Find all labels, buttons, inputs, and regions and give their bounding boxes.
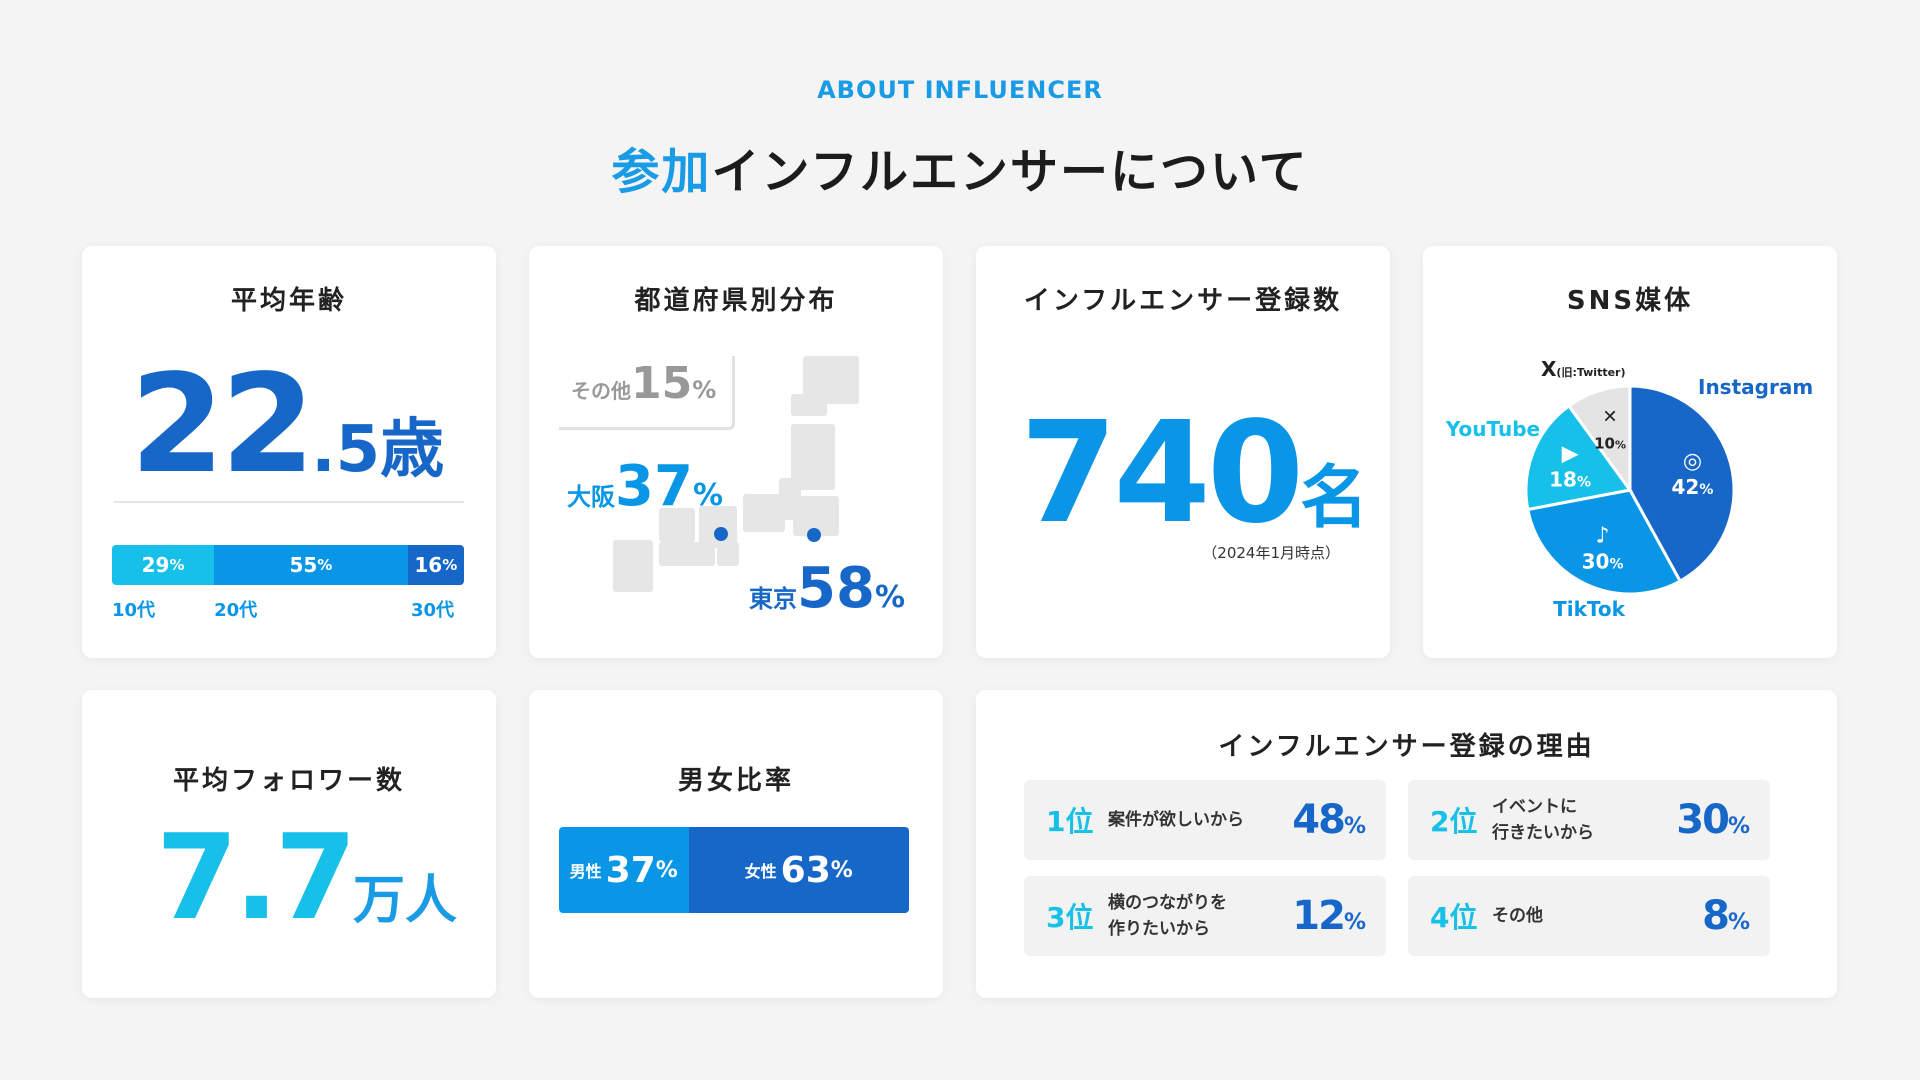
pie-value-label: 18% bbox=[1549, 467, 1591, 491]
reason-item: 4位 その他 8% bbox=[1408, 876, 1770, 956]
legend-label-tiktok: TikTok bbox=[1553, 597, 1626, 621]
age-segment: 29% bbox=[112, 545, 215, 585]
legend-label-x: X(旧:Twitter) bbox=[1541, 357, 1626, 381]
age-segment: 55% bbox=[214, 545, 408, 585]
age-group-label: 20代 bbox=[214, 600, 258, 621]
male-segment: 男性 37% bbox=[559, 827, 689, 913]
pie-slice-tiktok bbox=[1526, 488, 1683, 596]
legend-label-instagram: Instagram bbox=[1698, 375, 1813, 399]
reason-item: 1位 案件が欲しいから 48% bbox=[1024, 780, 1386, 860]
pie-value-label: 30% bbox=[1582, 549, 1624, 573]
registration-reasons-card: インフルエンサー登録の理由 1位 案件が欲しいから 48% 2位 イベントに 行… bbox=[976, 690, 1837, 998]
pie-slice-youtube bbox=[1524, 403, 1633, 512]
age-segment: 16% bbox=[407, 545, 464, 585]
title-accent: 参加 bbox=[611, 144, 712, 200]
eyebrow: ABOUT INFLUENCER bbox=[817, 76, 1103, 104]
reason-grid: 1位 案件が欲しいから 48% 2位 イベントに 行きたいから 30% 3位 横… bbox=[1024, 780, 1794, 958]
average-followers-card: 平均フォロワー数 7.7万人 bbox=[82, 690, 496, 998]
age-int: 22 bbox=[130, 346, 315, 504]
youtube-icon: ▶ bbox=[1562, 441, 1579, 466]
instagram-icon: ◎ bbox=[1683, 449, 1702, 474]
sns-pie-chart: ◎42% Instagram ♪30% TikTok ▶18% YouTube ✕ 10% X(… bbox=[1445, 357, 1813, 621]
osaka-dot bbox=[714, 527, 728, 541]
age-unit: 歳 bbox=[380, 413, 445, 487]
card-title: インフルエンサー登録数 bbox=[1023, 286, 1343, 316]
legend-label-youtube: YouTube bbox=[1445, 417, 1540, 441]
age-labels: 10代 20代 30代 bbox=[112, 596, 464, 622]
card-title: SNS媒体 bbox=[1566, 286, 1694, 316]
reason-item: 3位 横のつながりを 作りたいから 12% bbox=[1024, 876, 1386, 956]
page-title: 参加インフルエンサーについて bbox=[0, 132, 1920, 202]
title-rest: インフルエンサーについて bbox=[711, 144, 1309, 200]
age-dec: .5 bbox=[311, 413, 381, 487]
as-of-note: （2024年1月時点） bbox=[1202, 544, 1340, 562]
tokyo-dot bbox=[807, 528, 821, 542]
average-followers-value: 7.7万人 bbox=[156, 808, 458, 946]
age-group-label: 30代 bbox=[410, 600, 454, 621]
sns-card: SNS媒体 ◎ 42% Instagram ♪ 30% TikTok ▶ 18% YouTube… bbox=[1423, 246, 1837, 658]
age-distribution-bar: 29% 55% 16% bbox=[112, 545, 464, 585]
card-title: 平均フォロワー数 bbox=[172, 766, 405, 796]
card-title: 男女比率 bbox=[677, 766, 794, 796]
registration-count-value: 740名 bbox=[1020, 392, 1369, 555]
other-region-box bbox=[559, 356, 735, 430]
card-title: 平均年齢 bbox=[230, 286, 347, 316]
pie-slice-instagram bbox=[1628, 384, 1736, 584]
other-region-label: その他15% bbox=[571, 358, 717, 409]
pie-value-label: 10% bbox=[1594, 435, 1626, 453]
card-title: 都道府県別分布 bbox=[634, 286, 838, 316]
card-title: インフルエンサー登録の理由 bbox=[1218, 732, 1595, 762]
tokyo-stat: 東京58% bbox=[749, 556, 905, 621]
reason-item: 2位 イベントに 行きたいから 30% bbox=[1408, 780, 1770, 860]
gender-ratio-card: 男女比率 男性 37% 女性 63% bbox=[529, 690, 943, 998]
prefecture-card: 都道府県別分布 その他15% 大阪37% 東京58% bbox=[529, 246, 943, 658]
divider bbox=[114, 501, 464, 503]
x-icon: ✕ bbox=[1603, 407, 1618, 428]
age-group-label: 10代 bbox=[112, 600, 156, 621]
osaka-stat: 大阪37% bbox=[567, 454, 723, 519]
registration-count-card: インフルエンサー登録数 740名 （2024年1月時点） bbox=[976, 246, 1390, 658]
gender-ratio-bar: 男性 37% 女性 63% bbox=[559, 827, 909, 913]
female-segment: 女性 63% bbox=[688, 827, 909, 913]
average-age-value: 22.5歳 bbox=[130, 346, 444, 504]
pie-slice-x bbox=[1566, 384, 1632, 495]
average-age-card: 平均年齢 22.5歳 29% 55% 16% 10代 20代 30代 bbox=[82, 246, 496, 658]
pie-value-label: 42% bbox=[1672, 475, 1714, 499]
tiktok-icon: ♪ bbox=[1596, 523, 1610, 548]
